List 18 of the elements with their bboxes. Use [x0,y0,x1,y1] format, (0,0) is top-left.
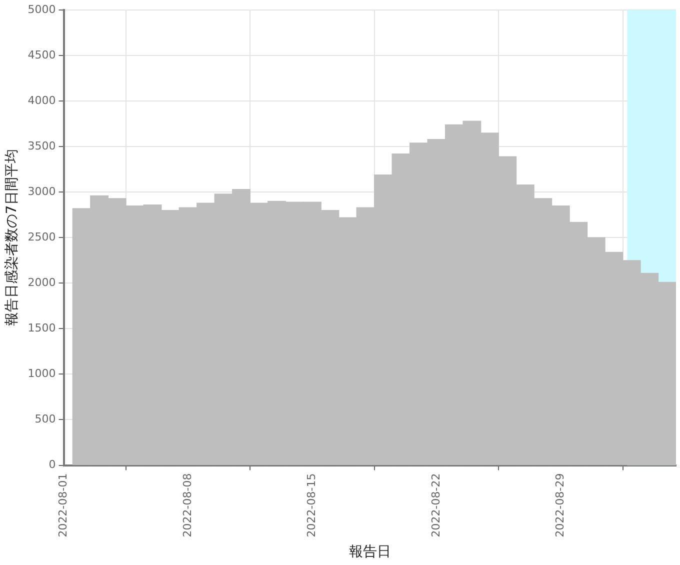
y-axis-title: 報告日感染者数の7日間平均 [4,149,20,326]
y-tick-label: 500 [34,412,56,426]
y-tick-label: 1500 [28,322,56,335]
x-axis-title: 報告日 [348,544,391,560]
y-tick-label: 2500 [28,230,56,244]
y-tick-label: 0 [48,458,56,472]
x-tick-label: 2022-08-22 [429,473,442,538]
x-tick-label: 2022-08-29 [554,473,567,538]
x-tick-label: 2022-08-01 [56,473,70,538]
y-tick-label: 3500 [28,139,56,152]
y-tick-label: 4500 [28,48,56,62]
y-tick-label: 3000 [28,184,56,198]
y-tick-label: 2000 [28,276,56,290]
y-tick-label: 1000 [28,367,56,380]
y-tick-label: 5000 [28,2,56,16]
x-tick-label: 2022-08-08 [180,473,194,538]
y-tick-label: 4000 [28,94,56,107]
x-tick-label: 2022-08-15 [305,473,318,538]
